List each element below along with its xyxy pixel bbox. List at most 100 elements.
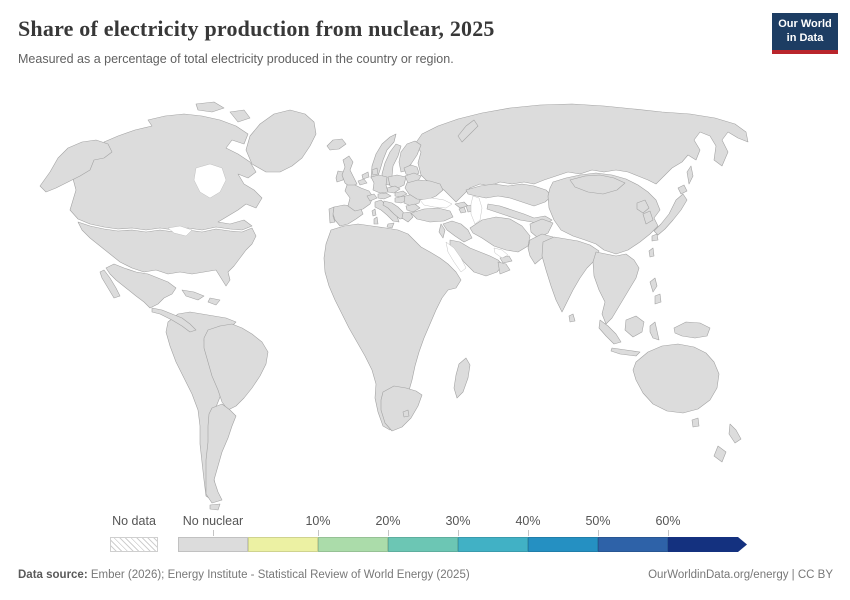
great-lakes [167,225,193,237]
country-greece[interactable] [401,211,414,223]
country-france[interactable] [344,184,374,212]
country-greenland[interactable] [245,109,317,173]
country-bulgaria[interactable] [405,203,421,213]
country-poland[interactable] [387,174,407,189]
country-south-africa[interactable] [380,385,423,432]
country-iceland[interactable] [326,138,347,151]
country-russia-sakhalin[interactable] [686,165,694,185]
legend-swatch-no-nuclear[interactable] [178,537,248,552]
legend-tickmark [318,530,319,536]
legend-tick-30: 30% [445,514,471,528]
country-india[interactable] [541,236,600,313]
legend-swatch-60-plus[interactable] [668,537,747,552]
country-new-zealand-north[interactable] [728,423,742,444]
country-argentina[interactable] [205,403,237,504]
legend-tickmark [528,530,529,536]
country-lesotho[interactable] [402,409,410,418]
owid-logo[interactable]: Our World in Data [772,13,838,54]
country-japan-hokkaido[interactable] [677,184,688,195]
country-central-america[interactable] [151,307,197,333]
legend-no-data-label: No data [112,514,156,528]
country-slovakia[interactable] [394,190,408,198]
country-cuba[interactable] [181,289,205,301]
country-netherlands[interactable] [361,171,370,180]
data-source-label: Data source: [18,569,88,581]
country-canada-arctic-2[interactable] [229,109,251,123]
country-north-korea[interactable] [636,199,650,214]
legend-tickmark [458,530,459,536]
country-mexico[interactable] [105,263,177,309]
country-armenia[interactable] [458,206,467,214]
map-legend: No data No nuclear 10% 20% 30% 40% 50% 6… [110,514,770,556]
country-philippines-mindanao[interactable] [654,293,662,305]
country-georgia[interactable] [454,201,469,209]
country-austria[interactable] [377,192,392,200]
country-sri-lanka[interactable] [568,313,576,323]
country-levant[interactable] [438,223,446,239]
legend-swatch-30-40[interactable] [458,537,528,552]
country-southeast-asia[interactable] [592,251,640,325]
country-iran[interactable] [469,216,531,253]
country-germany[interactable] [370,174,389,194]
country-philippines-luzon[interactable] [649,277,658,293]
country-denmark[interactable] [371,167,379,176]
country-arabia-oman[interactable] [497,261,511,275]
country-italy-sardinia[interactable] [373,216,379,225]
red-sea [445,241,467,273]
legend-swatch-20-30[interactable] [388,537,458,552]
country-usa[interactable] [77,221,257,287]
legend-swatch-10-20[interactable] [318,537,388,552]
country-japan-honshu[interactable] [653,193,688,236]
country-united-kingdom[interactable] [341,155,358,188]
page-title: Share of electricity production from nuc… [18,16,495,41]
country-uae[interactable] [499,255,513,264]
country-mongolia[interactable] [569,174,626,195]
persian-gulf [493,247,509,259]
country-indonesia-java[interactable] [610,347,641,357]
country-afghanistan[interactable] [529,218,554,239]
country-brazil[interactable] [203,323,269,411]
country-france-corsica[interactable] [371,208,377,217]
country-indonesia-sulawesi[interactable] [649,321,660,341]
country-new-zealand-south[interactable] [713,445,727,463]
legend-swatch-40-50[interactable] [528,537,598,552]
country-belgium[interactable] [357,178,368,186]
country-australia-tasmania[interactable] [691,417,700,428]
country-hispaniola[interactable] [207,297,221,306]
country-tierra-del-fuego[interactable] [209,503,221,511]
country-taiwan[interactable] [648,247,655,258]
country-japan-kyushu[interactable] [651,233,659,242]
country-mexico-baja[interactable] [99,269,121,299]
legend-tickmark [598,530,599,536]
legend-swatch-50-60[interactable] [598,537,668,552]
data-source: Data source: Ember (2026); Energy Instit… [18,569,470,581]
country-south-korea[interactable] [642,210,654,225]
footer-link[interactable]: OurWorldinData.org/energy | CC BY [648,569,833,581]
country-canada[interactable] [69,113,263,231]
country-australia[interactable] [632,343,720,414]
country-norway[interactable] [370,133,397,180]
country-switzerland[interactable] [366,193,378,202]
country-usa-alaska[interactable] [39,139,113,193]
country-china[interactable] [547,172,661,255]
country-russia-novaya-zemlya[interactable] [457,119,479,143]
country-africa-other[interactable] [323,223,462,431]
country-czechia[interactable] [386,185,401,194]
owid-logo-line1: Our World [778,17,832,30]
data-source-text: Ember (2026); Energy Institute - Statist… [87,569,470,581]
country-new-guinea[interactable] [673,321,711,339]
country-madagascar[interactable] [453,357,471,399]
black-sea [419,197,453,209]
country-italy-sicily[interactable] [386,222,395,229]
legend-swatch-no-data[interactable] [110,537,158,552]
legend-swatch-0-10[interactable] [248,537,318,552]
country-turkey[interactable] [410,207,454,223]
legend-tickmark [213,530,214,536]
country-indonesia-sumatra[interactable] [598,319,622,345]
country-ukraine[interactable] [404,179,444,201]
country-indonesia-borneo[interactable] [624,315,645,338]
country-canada-arctic-1[interactable] [195,101,225,113]
country-middle-east[interactable] [442,220,473,243]
country-kazakhstan[interactable] [465,183,553,207]
